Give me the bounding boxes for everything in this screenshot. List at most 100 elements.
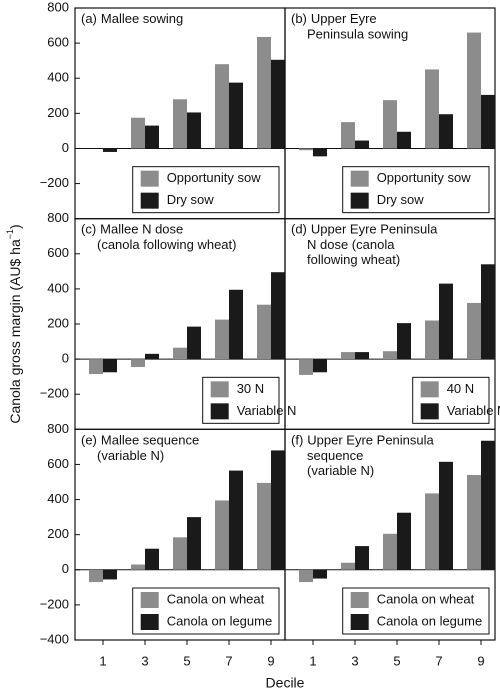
y-tick-label: −200 — [40, 596, 69, 611]
legend-label: 30 N — [237, 381, 264, 396]
legend-label: Dry sow — [167, 192, 215, 207]
x-tick-label: 3 — [141, 653, 148, 668]
bar — [257, 36, 271, 149]
bar — [271, 450, 285, 570]
bar — [103, 569, 117, 580]
legend-swatch — [140, 170, 159, 187]
bar — [271, 59, 285, 149]
legend-swatch — [420, 381, 439, 398]
bar — [481, 94, 495, 149]
bar — [173, 347, 187, 360]
bar — [229, 470, 243, 570]
y-tick-label: 200 — [47, 526, 69, 541]
panel-letter: (c) — [81, 222, 96, 237]
legend-label: Canola on wheat — [377, 591, 475, 606]
bar — [173, 99, 187, 149]
panel-title-line: Mallee sowing — [101, 11, 183, 26]
legend-swatch — [140, 192, 159, 209]
y-tick-label: 400 — [47, 491, 69, 506]
panel-title-line: N dose (canola — [307, 237, 395, 252]
panel-letter: (f) — [291, 433, 303, 448]
legend-swatch — [350, 170, 369, 187]
panel-title-line: Mallee N dose — [100, 222, 183, 237]
y-tick-label: 200 — [47, 315, 69, 330]
y-tick-label: 800 — [47, 0, 69, 14]
y-tick-label: 200 — [47, 105, 69, 120]
bar — [397, 512, 411, 570]
y-tick-label: 0 — [62, 140, 69, 155]
bar — [299, 569, 313, 583]
x-axis-title: Decile — [266, 675, 305, 691]
bar — [425, 320, 439, 360]
panel-letter: (b) — [291, 11, 307, 26]
panel-title-line: (variable N) — [97, 448, 164, 463]
y-tick-label: 800 — [47, 210, 69, 225]
bar — [131, 359, 145, 368]
bar — [187, 517, 201, 570]
panel-title: (e) Mallee sequence — [81, 433, 199, 448]
bar — [215, 500, 229, 570]
legend-label: Opportunity sow — [167, 170, 262, 185]
panel-title-line: Peninsula sowing — [307, 26, 408, 41]
bar — [383, 533, 397, 570]
x-tick-label: 7 — [435, 653, 442, 668]
legend-label: Variable N — [447, 403, 500, 418]
legend-swatch — [210, 381, 229, 398]
y-tick-label: 400 — [47, 70, 69, 85]
y-axis-title-sup: −1 — [5, 229, 15, 239]
legend-swatch — [140, 592, 159, 608]
bar — [439, 283, 453, 360]
bar — [383, 100, 397, 149]
legend-label: 40 N — [447, 381, 474, 396]
y-tick-label: 800 — [47, 421, 69, 436]
legend-label: Canola on legume — [167, 613, 273, 628]
panel-title: (b) Upper Eyre — [291, 11, 377, 26]
y-axis-title-text: Canola gross margin (AU$ ha — [7, 239, 23, 424]
x-tick-label: 9 — [267, 653, 274, 668]
bar — [425, 493, 439, 570]
legend-swatch — [210, 403, 229, 420]
y-tick-label: −200 — [40, 386, 69, 401]
legend-label: Canola on wheat — [167, 591, 265, 606]
panel-title: (a) Mallee sowing — [81, 11, 183, 26]
bar — [229, 289, 243, 360]
panel-letter: (e) — [81, 433, 97, 448]
bar — [299, 148, 313, 151]
bar — [467, 302, 481, 360]
bar — [439, 114, 453, 149]
bar — [355, 352, 369, 360]
bar — [467, 32, 481, 149]
y-tick-label: −400 — [40, 631, 69, 646]
bar — [89, 359, 103, 375]
panel-title-line: (canola following wheat) — [97, 237, 236, 252]
bar — [299, 359, 313, 375]
y-axis-title: Canola gross margin (AU$ ha−1) — [5, 224, 22, 423]
legend-swatch — [350, 192, 369, 209]
legend-swatch — [350, 614, 369, 630]
bar — [271, 272, 285, 360]
panel-title-line: (variable N) — [307, 463, 374, 478]
panel-title-line: Mallee sequence — [101, 433, 199, 448]
bar — [103, 359, 117, 373]
bar — [187, 112, 201, 149]
panel-title-line: Upper Eyre — [311, 11, 377, 26]
bar — [229, 82, 243, 149]
bar — [313, 359, 327, 373]
bar — [481, 264, 495, 360]
panel-title: (d) Upper Eyre Peninsula — [291, 222, 438, 237]
legend-swatch — [140, 614, 159, 630]
bar — [397, 323, 411, 360]
bar — [425, 69, 439, 149]
bar — [145, 353, 159, 360]
panel-title-line: Upper Eyre Peninsula — [307, 433, 434, 448]
y-axis-title-end: ) — [7, 224, 23, 229]
panel-letter: (a) — [81, 11, 97, 26]
panel-title-line: Upper Eyre Peninsula — [311, 222, 438, 237]
x-tick-label: 9 — [477, 653, 484, 668]
bar — [341, 122, 355, 149]
x-tick-label: 1 — [99, 653, 106, 668]
legend-label: Dry sow — [377, 192, 425, 207]
bar — [145, 548, 159, 570]
bar — [103, 148, 117, 152]
bar — [173, 537, 187, 570]
